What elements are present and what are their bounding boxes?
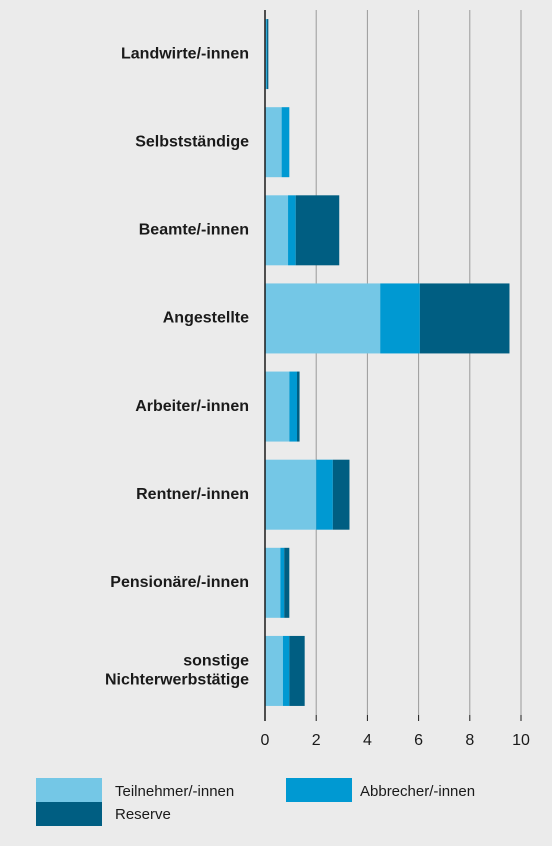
bar-segment	[419, 283, 510, 354]
legend-swatch	[286, 778, 352, 802]
bar-segment	[265, 107, 282, 178]
category-label: Rentner/-innen	[136, 486, 249, 503]
legend-swatch	[36, 802, 102, 826]
bar-segment	[265, 371, 290, 442]
category-label: Selbstständige	[135, 133, 249, 150]
bar-segment	[332, 459, 350, 530]
bar-segment	[289, 635, 305, 706]
bar-segment	[267, 19, 269, 90]
x-tick-label: 10	[512, 732, 530, 749]
legend-swatch	[36, 778, 102, 802]
legend-label: Teilnehmer/-innen	[115, 783, 234, 800]
bar-segment	[265, 547, 281, 618]
x-tick-label: 0	[261, 732, 270, 749]
bar-segment	[280, 547, 285, 618]
x-tick-label: 2	[312, 732, 321, 749]
x-tick-label: 6	[414, 732, 423, 749]
bar-segment	[265, 283, 381, 354]
x-tick-label: 4	[363, 732, 372, 749]
category-label: sonstige Nichterwerbstätige	[105, 653, 249, 689]
bar-segment	[288, 195, 296, 266]
bar-segment	[289, 371, 297, 442]
bar-segment	[316, 459, 333, 530]
category-label: Pensionäre/-innen	[110, 574, 249, 591]
bar-segment	[380, 283, 420, 354]
category-label: Beamte/-innen	[139, 222, 249, 239]
bar-segment	[265, 635, 283, 706]
x-tick-label: 8	[465, 732, 474, 749]
bar-segment	[295, 195, 340, 266]
bar-segment	[297, 371, 300, 442]
category-label: Landwirte/-innen	[121, 45, 249, 62]
category-label: Arbeiter/-innen	[135, 398, 249, 415]
legend-label: Reserve	[115, 806, 171, 823]
legend-label: Abbrecher/-innen	[360, 783, 475, 800]
category-label: Angestellte	[163, 310, 249, 327]
bar-segment	[282, 635, 290, 706]
bar-segment	[265, 195, 289, 266]
bar-segment	[281, 107, 290, 178]
bar-segment	[284, 547, 290, 618]
bar-segment	[266, 19, 268, 90]
bar-segment	[265, 459, 317, 530]
